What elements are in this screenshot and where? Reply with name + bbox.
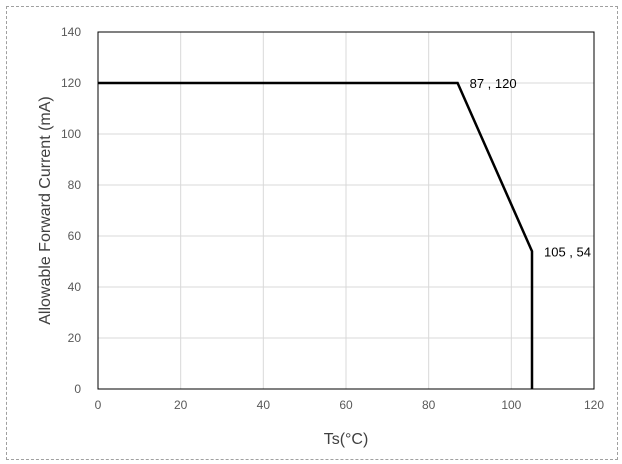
series-line: [98, 81, 534, 389]
y-tick-labels: 0 20 40 60 80 100 120 140: [61, 25, 81, 396]
y-tick-label: 140: [61, 25, 81, 39]
x-tick-label: 120: [584, 398, 604, 412]
y-tick-label: 40: [68, 280, 82, 294]
series-layer: [98, 81, 534, 389]
x-axis-label: Ts(°C): [324, 431, 369, 448]
grid-lines: [97, 31, 595, 390]
y-tick-label: 60: [68, 229, 82, 243]
x-tick-label: 0: [95, 398, 102, 412]
x-tick-label: 60: [339, 398, 353, 412]
chart-frame: [6, 6, 618, 460]
y-tick-label: 80: [68, 178, 82, 192]
x-tick-label: 20: [174, 398, 188, 412]
x-tick-label: 100: [501, 398, 521, 412]
y-axis-label: Allowable Forward Current (mA): [37, 96, 54, 325]
y-tick-label: 0: [74, 382, 81, 396]
x-tick-label: 80: [422, 398, 436, 412]
data-label: 105 , 54: [544, 244, 591, 259]
annotations: 87 , 120 105 , 54: [470, 76, 591, 259]
x-tick-label: 40: [257, 398, 271, 412]
y-tick-label: 20: [68, 331, 82, 345]
data-label: 87 , 120: [470, 76, 517, 91]
plot-area-border: [97, 31, 595, 390]
y-tick-label: 100: [61, 127, 81, 141]
y-tick-label: 120: [61, 76, 81, 90]
x-tick-labels: 0 20 40 60 80 100 120: [95, 398, 605, 412]
